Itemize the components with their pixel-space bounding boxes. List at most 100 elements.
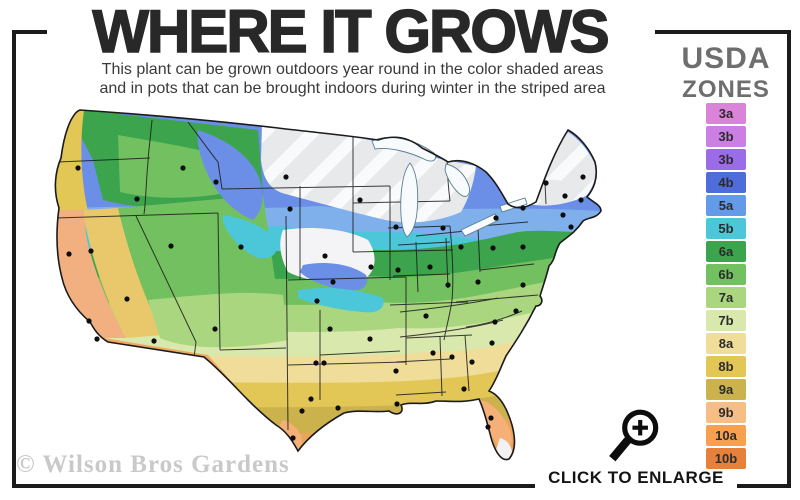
click-to-enlarge-label[interactable]: CLICK TO ENLARGE xyxy=(548,468,724,487)
city-dot xyxy=(493,215,499,221)
zone-swatch-3a: 3a xyxy=(706,103,746,124)
city-dot xyxy=(212,326,218,332)
great-lakes xyxy=(371,136,528,238)
city-dot xyxy=(180,165,186,171)
city-dot xyxy=(357,197,363,203)
city-dot xyxy=(168,243,174,249)
city-dot xyxy=(367,336,373,342)
city-dot xyxy=(368,264,374,270)
us-outline xyxy=(54,109,602,461)
city-dot xyxy=(151,338,157,344)
city-dot xyxy=(238,244,244,250)
page-title: WHERE IT GROWS xyxy=(92,0,611,66)
city-dot xyxy=(88,248,94,254)
lake-ontario xyxy=(499,197,528,213)
zone-swatch-7b: 7b xyxy=(706,310,746,331)
zone-swatch-9a: 9a xyxy=(706,379,746,400)
lake-huron xyxy=(444,163,470,197)
zone-swatch-8a: 8a xyxy=(706,333,746,354)
city-dot xyxy=(513,308,519,314)
city-dot xyxy=(562,193,568,199)
zone-swatch-10a: 10a xyxy=(706,425,746,446)
city-dot xyxy=(423,313,429,319)
zone-swatch-10b: 10b xyxy=(706,448,746,469)
city-dot xyxy=(440,225,446,231)
city-dot xyxy=(485,424,491,430)
zone-shading xyxy=(55,110,602,460)
city-dot xyxy=(94,336,100,342)
city-dot xyxy=(430,350,436,356)
city-dot xyxy=(393,224,399,230)
striped-area-north xyxy=(261,124,476,223)
magnifier-plus-icon[interactable] xyxy=(603,406,665,468)
zone-swatch-3b: 3b xyxy=(706,149,746,170)
lake-erie xyxy=(460,213,500,237)
city-dot xyxy=(322,253,328,259)
city-dot xyxy=(427,264,433,270)
subtitle: This plant can be grown outdoors year ro… xyxy=(30,60,675,98)
zone-swatch-6a: 6a xyxy=(706,241,746,262)
subtitle-line-2: and in pots that can be brought indoors … xyxy=(99,80,606,97)
legend-title-zones: ZONES xyxy=(682,76,770,103)
city-dot xyxy=(66,251,72,257)
city-dot xyxy=(313,360,319,366)
zone-swatch-4b: 4b xyxy=(706,172,746,193)
city-dot xyxy=(321,360,327,366)
city-dot xyxy=(86,318,92,324)
city-dot xyxy=(475,279,481,285)
legend-title-usda: USDA xyxy=(681,42,771,75)
usda-zone-map[interactable] xyxy=(48,100,618,472)
city-dot xyxy=(327,326,333,332)
city-dot xyxy=(489,340,495,346)
zone-swatch-9b: 9b xyxy=(706,402,746,423)
frame-border-right xyxy=(787,30,791,488)
frame-border-bottom-left xyxy=(12,484,535,488)
zone-list: 3a 3b 3b 4b 5a 5b 6a 6b 7a 7b 8a 8b 9a 9b 10a 10b xyxy=(706,103,746,471)
city-dots-layer xyxy=(66,165,586,441)
city-dot xyxy=(568,224,574,230)
city-dot xyxy=(75,165,81,171)
city-dot xyxy=(520,244,526,250)
city-dot xyxy=(393,368,399,374)
city-dot xyxy=(520,205,526,211)
city-dot xyxy=(287,206,293,212)
watermark: © Wilson Bros Gardens xyxy=(16,451,290,478)
legend-title: USDA ZONES xyxy=(660,44,792,102)
city-dot xyxy=(314,298,320,304)
city-dot xyxy=(492,319,498,325)
city-dot xyxy=(520,282,526,288)
city-dot xyxy=(308,396,314,402)
city-dot xyxy=(335,405,341,411)
city-dot xyxy=(394,401,400,407)
city-dot xyxy=(445,282,451,288)
zone-swatch-6b: 6b xyxy=(706,264,746,285)
zone-swatch-5a: 5a xyxy=(706,195,746,216)
frame-border-top-right-arm xyxy=(655,30,791,34)
zone-swatch-5b: 5b xyxy=(706,218,746,239)
city-dot xyxy=(283,174,289,180)
lake-michigan xyxy=(400,162,419,238)
city-dot xyxy=(543,180,549,186)
subtitle-line-1: This plant can be grown outdoors year ro… xyxy=(101,61,604,78)
city-dot xyxy=(458,244,464,250)
city-dot xyxy=(330,279,336,285)
city-dot xyxy=(490,245,496,251)
frame-border-bottom-right xyxy=(737,484,791,488)
frame-border-top-left-arm xyxy=(12,30,47,34)
city-dot xyxy=(488,415,494,421)
city-dot xyxy=(580,174,586,180)
zone-swatch-3b: 3b xyxy=(706,126,746,147)
city-dot xyxy=(395,267,401,273)
city-dot xyxy=(290,435,296,441)
frame-border-left xyxy=(12,30,16,488)
zone-swatch-8b: 8b xyxy=(706,356,746,377)
city-dot xyxy=(449,354,455,360)
city-dot xyxy=(213,179,219,185)
city-dot xyxy=(299,408,305,414)
city-dot xyxy=(578,197,584,203)
city-dot xyxy=(124,296,130,302)
city-dot xyxy=(469,359,475,365)
city-dot xyxy=(134,196,140,202)
zone-swatch-7a: 7a xyxy=(706,287,746,308)
city-dot xyxy=(560,212,566,218)
